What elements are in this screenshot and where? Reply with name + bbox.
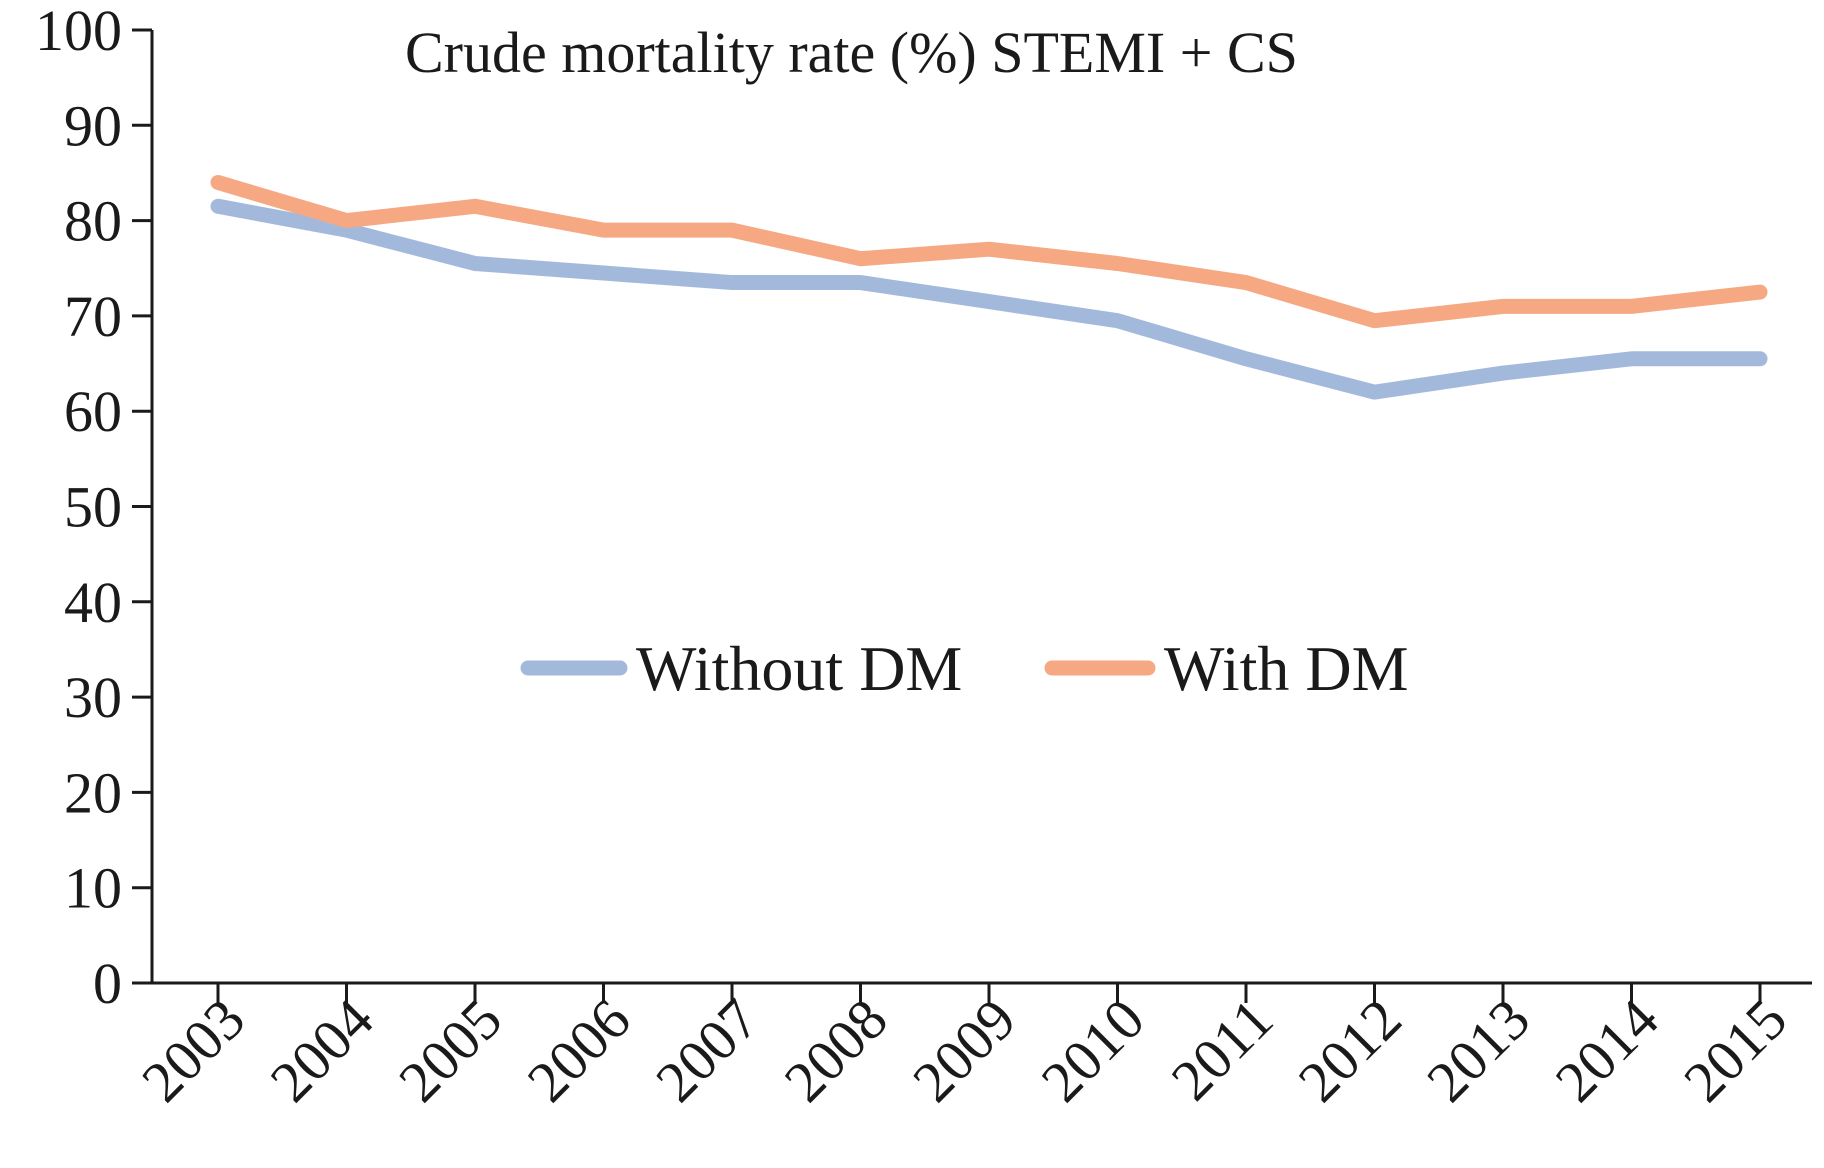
x-tick-label: 2011: [1159, 986, 1285, 1112]
y-tick-label: 90: [64, 93, 122, 158]
x-tick-label: 2013: [1414, 986, 1542, 1114]
legend-label: Without DM: [636, 633, 962, 704]
x-tick-label: 2007: [643, 986, 771, 1114]
y-tick-label: 20: [64, 760, 122, 825]
y-tick-label: 30: [64, 665, 122, 730]
y-tick-label: 70: [64, 284, 122, 349]
y-tick-label: 80: [64, 189, 122, 254]
x-tick-label: 2003: [129, 986, 257, 1114]
x-tick-label: 2006: [515, 986, 643, 1114]
y-tick-label: 40: [64, 570, 122, 635]
x-tick-label: 2014: [1543, 986, 1671, 1114]
series-group: [210, 174, 1768, 400]
x-tick-label: 2004: [258, 986, 386, 1114]
x-tick-label: 2015: [1671, 986, 1799, 1114]
chart-title: Crude mortality rate (%) STEMI + CS: [405, 20, 1298, 85]
legend-label: With DM: [1164, 633, 1409, 704]
x-tick-label: 2008: [772, 986, 900, 1114]
y-tick-label: 60: [64, 379, 122, 444]
y-tick-label: 50: [64, 475, 122, 540]
x-tick-label: 2010: [1029, 986, 1157, 1114]
legend: Without DM With DM: [520, 633, 1409, 704]
x-tick-label: 2009: [900, 986, 1028, 1114]
x-tick-label: 2005: [386, 986, 514, 1114]
series-line-without-dm: [210, 198, 1768, 400]
series-line-with-dm: [210, 174, 1768, 329]
y-tick-label: 100: [35, 0, 122, 63]
y-tick-label: 0: [93, 951, 122, 1016]
y-tick-label: 10: [64, 856, 122, 921]
x-tick-label: 2012: [1286, 986, 1414, 1114]
